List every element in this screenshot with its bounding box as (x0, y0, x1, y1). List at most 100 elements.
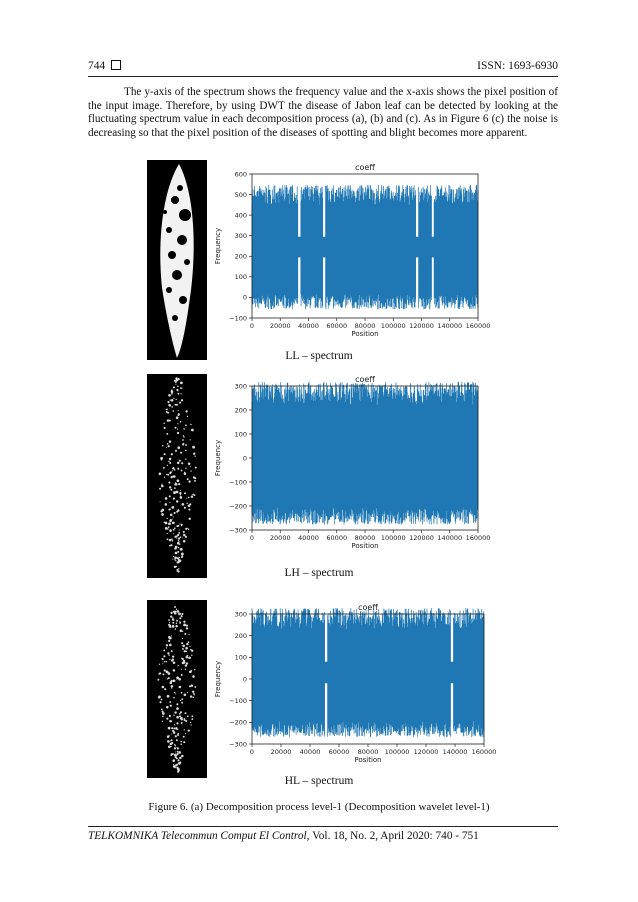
leaf-speck (178, 529, 180, 531)
leaf-speck (193, 452, 196, 455)
caption-lh: LH – spectrum (284, 567, 354, 579)
leaf-speck (194, 479, 196, 482)
leaf-speck (166, 678, 169, 680)
leaf-speck (176, 557, 179, 559)
leaf-speck (161, 712, 165, 715)
leaf-speck (177, 539, 180, 542)
x-tick-label: 120000 (409, 534, 434, 542)
leaf-speck (175, 377, 178, 380)
leaf-speck (187, 528, 190, 530)
x-tick-label: 40000 (298, 322, 319, 330)
leaf-speck (190, 423, 192, 426)
leaf-speck (172, 621, 175, 624)
leaf-speck (169, 643, 172, 647)
leaf-speck (170, 399, 174, 402)
leaf-speck (186, 692, 188, 694)
leaf-speck (168, 735, 170, 737)
y-tick-label: −100 (229, 314, 247, 322)
leaf-speck (178, 532, 181, 534)
leaf-speck (169, 681, 173, 684)
leaf-speck (190, 724, 192, 726)
leaf-speck (170, 650, 173, 653)
leaf-speck (176, 746, 178, 748)
leaf-speck (170, 745, 172, 748)
leaf-speck (174, 547, 177, 550)
leaf-speck (172, 386, 175, 389)
leaf-speck (174, 487, 176, 489)
leaf-speck (185, 467, 187, 469)
y-axis-label: Frequency (214, 228, 222, 264)
leaf-speck (168, 404, 171, 407)
leaf-speck (188, 508, 191, 511)
leaf-speck (185, 424, 187, 427)
leaf-speck (173, 611, 177, 615)
x-tick-label: 0 (250, 534, 254, 542)
leaf-speck (176, 767, 180, 771)
caption-hl: HL – spectrum (284, 775, 354, 787)
leaf-speck (177, 410, 179, 412)
leaf-speck (168, 522, 171, 526)
leaf-speck (176, 715, 179, 719)
leaf-speck (170, 488, 173, 491)
leaf-speck (172, 764, 175, 766)
leaf-speck (183, 650, 186, 653)
leaf-speck (180, 699, 182, 702)
leaf-speck (158, 663, 161, 665)
leaf-speck (167, 672, 171, 675)
leaf-speck (189, 439, 191, 441)
leaf-speck (175, 500, 179, 503)
y-tick-label: −200 (229, 719, 247, 727)
leaf-speck (174, 403, 177, 406)
leaf-speck (166, 419, 170, 422)
leaf-speck (170, 739, 173, 741)
leaf-speck (165, 410, 168, 413)
y-tick-label: −300 (229, 740, 247, 748)
leaf-speck (186, 478, 189, 481)
leaf-speck (168, 486, 172, 489)
leaf-speck (175, 757, 178, 760)
leaf-speck (172, 679, 176, 683)
leaf-speck (168, 440, 172, 443)
leaf-speck (179, 523, 181, 525)
leaf-speck (169, 399, 171, 401)
leaf-speck (186, 654, 189, 657)
leaf-speck (169, 519, 172, 522)
leaf-speck (177, 734, 179, 736)
leaf-speck (182, 647, 184, 650)
leaf-speck (180, 721, 183, 724)
leaf-speck (175, 416, 179, 419)
y-tick-label: −300 (229, 526, 247, 534)
x-axis-label: Position (351, 330, 378, 338)
leaf-speck (177, 385, 179, 388)
leaf-speck (164, 521, 168, 525)
leaf-speck (186, 415, 189, 418)
leaf-speck (173, 527, 176, 530)
leaf-speck (175, 693, 177, 695)
leaf-speck (164, 527, 168, 530)
leaf-speck (179, 387, 182, 389)
leaf-speck (172, 475, 175, 478)
y-tick-label: 500 (235, 191, 247, 199)
leaf-speck (169, 462, 172, 464)
leaf-speck (169, 529, 172, 532)
y-tick-label: 200 (235, 406, 247, 414)
leaf-speck (176, 610, 180, 613)
leaf-speck (174, 556, 177, 560)
leaf-speck (176, 703, 179, 706)
leaf-speck (172, 759, 175, 763)
leaf-speck (184, 733, 187, 735)
leaf-speck (178, 712, 181, 715)
leaf-speck (181, 658, 184, 661)
leaf-speck (180, 399, 184, 402)
leaf-speck (185, 444, 187, 446)
leaf-speck (169, 513, 173, 517)
leaf-speck (180, 668, 183, 670)
leaf-speck (168, 481, 171, 484)
x-tick-label: 60000 (326, 322, 347, 330)
leaf-speck (179, 548, 183, 551)
leaf-speck (162, 673, 165, 676)
leaf-speck (177, 665, 179, 667)
leaf-speck (178, 540, 180, 542)
leaf-speck (163, 476, 166, 478)
leaf-speck (168, 622, 171, 624)
